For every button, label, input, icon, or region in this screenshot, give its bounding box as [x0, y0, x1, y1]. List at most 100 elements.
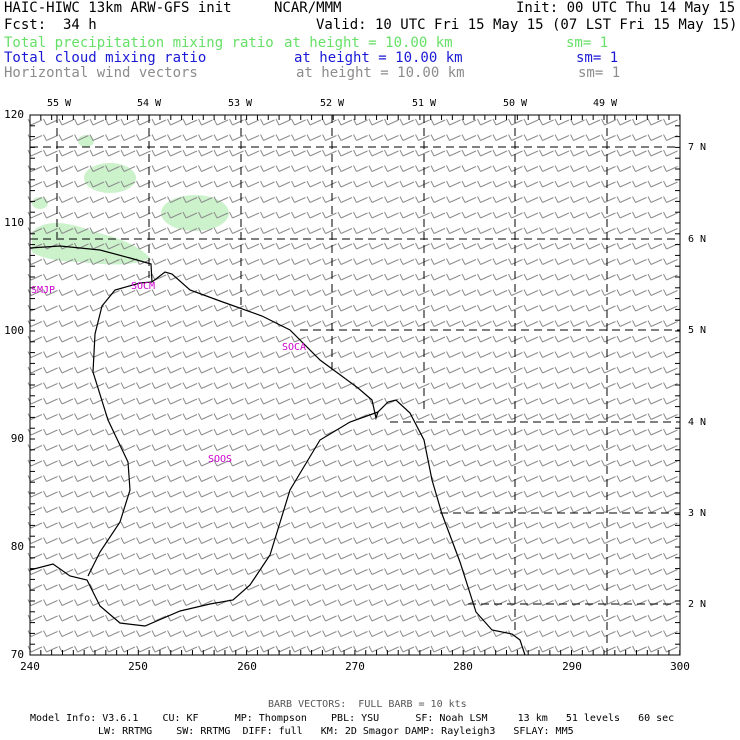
- wind-barb: [616, 506, 632, 513]
- wind-barb: [213, 134, 229, 141]
- wind-barb: [322, 289, 337, 296]
- wind-barb: [368, 444, 384, 451]
- wind-barb: [632, 351, 647, 358]
- wind-barb: [399, 118, 415, 126]
- wind-barb: [89, 366, 105, 374]
- wind-barb: [58, 351, 74, 358]
- wind-barb: [601, 583, 616, 591]
- wind-barb: [601, 537, 616, 544]
- wind-barb: [415, 537, 430, 544]
- wind-barb: [384, 227, 399, 234]
- wind-barb: [554, 475, 570, 482]
- wind-barb: [492, 506, 508, 513]
- wind-barb: [384, 273, 399, 281]
- wind-barb: [477, 304, 492, 312]
- wind-barb: [58, 320, 74, 327]
- wind-barb: [353, 428, 368, 436]
- wind-barb: [74, 583, 89, 591]
- wind-barb: [523, 645, 539, 653]
- wind-barb: [585, 614, 601, 622]
- wind-barb: [399, 227, 415, 234]
- wind-barb: [136, 475, 151, 482]
- wind-barb: [585, 118, 601, 126]
- wind-barb: [508, 149, 523, 157]
- wind-barb: [523, 242, 539, 250]
- wind-barb: [508, 134, 523, 141]
- wind-barb: [663, 444, 678, 451]
- wind-barb: [399, 320, 415, 327]
- wind-barb: [291, 273, 306, 281]
- wind-barb: [384, 521, 399, 529]
- wind-barb: [399, 537, 415, 544]
- wind-barb: [151, 490, 167, 498]
- wind-barb: [322, 273, 337, 281]
- wind-barb: [508, 583, 523, 591]
- wind-barb: [275, 428, 291, 436]
- wind-barb: [632, 614, 647, 622]
- wind-barb: [213, 242, 229, 250]
- wind-barb: [275, 211, 291, 219]
- wind-barb: [58, 397, 74, 405]
- wind-barb: [182, 165, 198, 172]
- wind-barb: [120, 149, 136, 157]
- wind-barb: [446, 599, 461, 606]
- wind-barb: [368, 568, 384, 575]
- wind-barb: [353, 180, 368, 188]
- wind-barb: [461, 335, 477, 343]
- wind-barb: [492, 273, 508, 281]
- wind-barb: [74, 552, 89, 560]
- wind-barb: [89, 242, 105, 250]
- wind-barb: [492, 118, 508, 126]
- wind-barb: [585, 490, 601, 498]
- wind-barb: [89, 583, 105, 591]
- wind-barb: [74, 568, 89, 575]
- wind-barb: [585, 242, 601, 250]
- wind-barb: [322, 630, 337, 637]
- wind-barb: [291, 506, 306, 513]
- wind-barb: [523, 335, 539, 343]
- wind-barb: [585, 428, 601, 436]
- wind-barb: [43, 568, 58, 575]
- wind-barb: [213, 118, 229, 126]
- wind-barb: [89, 258, 105, 265]
- wind-barb: [198, 428, 213, 436]
- wind-barb: [244, 382, 260, 389]
- wind-barb: [647, 258, 663, 265]
- wind-barb: [430, 475, 446, 482]
- wind-barb: [136, 583, 151, 591]
- wind-barb: [492, 459, 508, 467]
- wind-barb: [353, 165, 368, 172]
- wind-barb: [337, 351, 353, 358]
- wind-barb: [43, 444, 58, 451]
- wind-barb: [306, 242, 322, 250]
- wind-barb: [461, 134, 477, 141]
- wind-barb: [554, 490, 570, 498]
- wind-barb: [353, 583, 368, 591]
- wind-barb: [616, 599, 632, 606]
- wind-barb: [430, 459, 446, 467]
- wind-barb: [74, 614, 89, 622]
- wind-barb: [585, 304, 601, 312]
- wind-barb: [306, 196, 322, 203]
- wind-barb: [306, 320, 322, 327]
- wind-barb: [461, 273, 477, 281]
- wind-barb: [368, 521, 384, 529]
- wind-barb: [616, 397, 632, 405]
- wind-barb: [570, 320, 585, 327]
- wind-barb: [368, 382, 384, 389]
- wind-barb: [570, 366, 585, 374]
- wind-barb: [136, 645, 151, 653]
- wind-barb: [492, 552, 508, 560]
- wind-barb: [229, 521, 244, 529]
- wind-barb: [213, 196, 229, 203]
- wind-barb: [446, 366, 461, 374]
- wind-barb: [136, 320, 151, 327]
- wind-barb: [539, 490, 554, 498]
- wind-barb: [275, 366, 291, 374]
- wind-barb: [616, 568, 632, 575]
- wind-barb: [244, 413, 260, 420]
- wind-barb: [105, 304, 120, 312]
- wind-barb: [616, 490, 632, 498]
- wind-barb: [353, 242, 368, 250]
- wind-barb: [554, 149, 570, 157]
